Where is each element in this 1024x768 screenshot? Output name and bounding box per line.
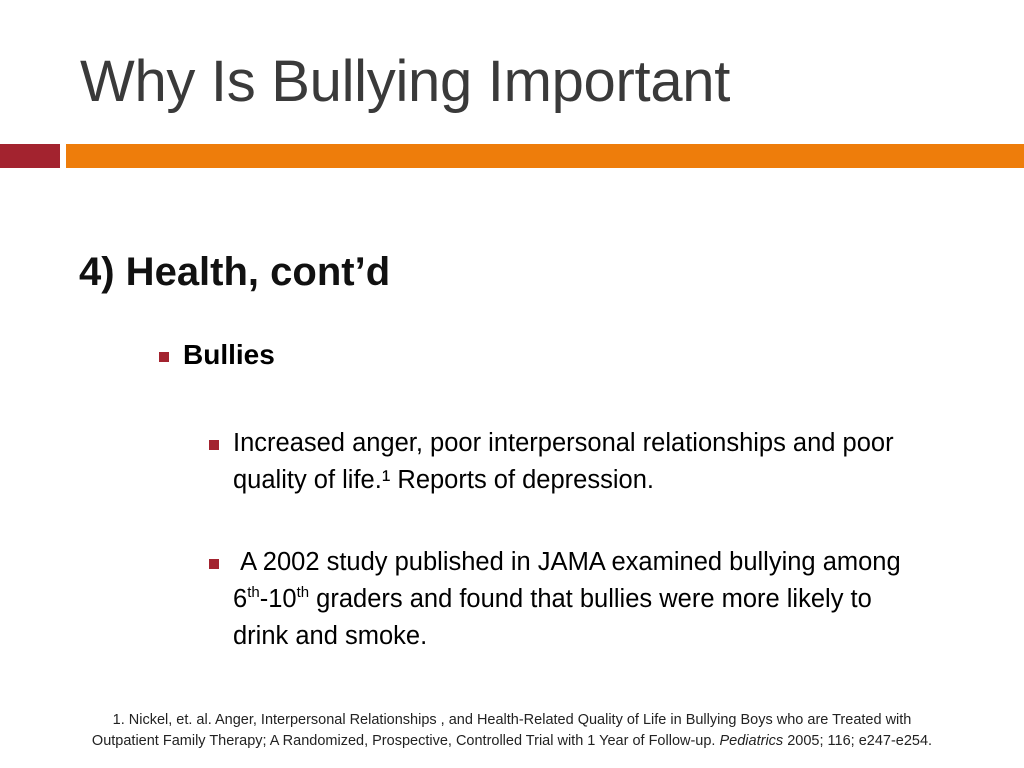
slide-subtitle: 4) Health, cont’d [79, 250, 391, 294]
accent-bar-right [66, 144, 1024, 168]
footnote: 1. Nickel, et. al. Anger, Interpersonal … [20, 710, 1004, 752]
bullet-jama-study: A 2002 study published in JAMA examined … [233, 544, 933, 655]
footnote-journal: Pediatrics [719, 733, 784, 749]
bullet-anger-text: Increased anger, poor interpersonal rela… [233, 429, 894, 494]
footnote-line2-pre: Outpatient Family Therapy; A Randomized,… [91, 733, 720, 749]
footnote-line2-post: 2005; 116; e247-e254. [783, 733, 933, 749]
jama-text-part3: graders and found that bullies were more… [233, 585, 872, 650]
bullet-icon [209, 440, 219, 450]
accent-bar-left [0, 144, 60, 168]
superscript-th: th [247, 584, 260, 601]
slide-title: Why Is Bullying Important [80, 49, 731, 114]
bullet-icon [209, 559, 219, 569]
bullet-bullies: Bullies [183, 339, 275, 370]
footnote-line1: 1. Nickel, et. al. Anger, Interpersonal … [112, 712, 912, 728]
jama-text-part2: -10 [259, 585, 297, 613]
bullet-icon [159, 352, 169, 362]
jama-text-part1: A 2002 study published in JAMA examined … [233, 548, 901, 613]
superscript-th: th [296, 584, 310, 601]
